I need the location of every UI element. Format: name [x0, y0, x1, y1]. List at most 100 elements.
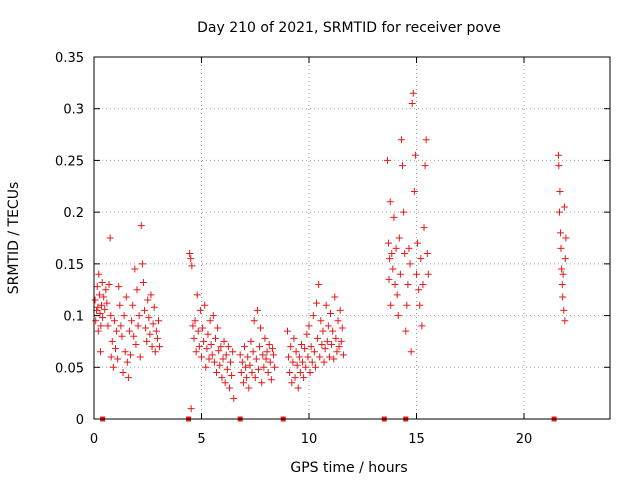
data-point: [389, 265, 397, 273]
data-point: [558, 281, 566, 289]
data-point: [320, 358, 328, 366]
data-point: [385, 275, 393, 283]
data-point: [248, 368, 256, 376]
data-point: [246, 361, 254, 369]
data-point: [560, 306, 568, 314]
data-point: [390, 213, 398, 221]
data-point: [419, 281, 427, 289]
data-point: [415, 286, 423, 294]
data-point: [394, 312, 402, 320]
data-point: [92, 317, 100, 325]
data-point: [332, 334, 340, 342]
data-point: [403, 301, 411, 309]
x-tick-label: 20: [516, 432, 533, 447]
x-tick-label: 0: [90, 432, 98, 447]
data-point: [214, 324, 222, 332]
data-point: [388, 250, 396, 258]
data-point: [107, 312, 115, 320]
data-point: [294, 384, 302, 392]
data-point: [262, 355, 270, 363]
axis-ticks: 0 5 10 15 20 0 0.05 0.1 0.15 0.2 0.25 0.3 0.35: [55, 51, 610, 447]
data-point: [188, 262, 196, 270]
y-tick-label: 0.1: [63, 310, 84, 325]
data-point: [114, 355, 122, 363]
data-point: [110, 317, 118, 325]
data-point: [112, 345, 119, 353]
data-point: [143, 337, 151, 345]
data-point: [113, 327, 121, 335]
data-point: [321, 345, 329, 353]
data-point: [424, 270, 432, 278]
data-point: [383, 156, 391, 164]
data-point: [93, 283, 101, 291]
data-point: [217, 343, 225, 351]
data-point: [150, 303, 158, 311]
data-point: [125, 327, 133, 335]
data-point: [192, 348, 200, 356]
data-point: [94, 303, 102, 311]
data-point: [285, 353, 293, 361]
data-point: [207, 341, 215, 349]
data-point: [554, 151, 562, 159]
data-point: [187, 405, 195, 413]
x-tick-label: 15: [408, 432, 425, 447]
data-point: [251, 374, 259, 382]
data-point: [555, 208, 563, 216]
data-point: [220, 337, 228, 345]
data-point: [416, 301, 424, 309]
data-point: [95, 270, 103, 278]
data-point: [249, 348, 257, 356]
data-point: [91, 296, 99, 304]
data-point: [309, 312, 317, 320]
data-point: [149, 320, 157, 328]
data-point: [401, 250, 409, 258]
data-point: [300, 374, 308, 382]
data-point: [268, 345, 276, 353]
data-point: [406, 260, 414, 268]
data-point: [193, 291, 201, 299]
data-point: [98, 301, 106, 309]
data-point: [209, 312, 217, 320]
data-point: [238, 358, 246, 366]
data-point: [263, 348, 271, 356]
data-point: [307, 343, 315, 351]
data-point: [205, 355, 213, 363]
data-point: [559, 270, 567, 278]
data-point: [414, 239, 422, 247]
data-point: [103, 299, 111, 307]
data-point: [98, 278, 106, 286]
data-point: [562, 234, 570, 242]
data-point: [253, 306, 261, 314]
data-point: [387, 301, 395, 309]
data-point: [261, 334, 269, 342]
data-point: [250, 317, 258, 325]
data-point: [99, 314, 107, 322]
data-point: [289, 358, 297, 366]
data-point: [557, 244, 565, 252]
data-point: [131, 265, 139, 273]
data-point: [236, 351, 244, 359]
data-point: [138, 260, 146, 268]
data-point: [239, 379, 247, 387]
data-point: [339, 351, 347, 359]
data-point: [215, 347, 223, 355]
data-point: [336, 306, 344, 314]
data-point: [122, 293, 130, 301]
data-point: [257, 324, 265, 332]
data-point: [191, 317, 199, 325]
data-point: [203, 345, 211, 353]
data-point: [561, 317, 569, 325]
y-tick-label: 0.25: [55, 154, 84, 169]
data-point: [155, 317, 162, 325]
data-point: [385, 239, 393, 247]
data-point: [134, 322, 142, 330]
data-point: [318, 341, 326, 349]
data-point: [206, 317, 214, 325]
data-point: [299, 358, 307, 366]
data-point: [129, 301, 137, 309]
data-point: [219, 355, 227, 363]
data-point: [216, 361, 224, 369]
data-point: [95, 291, 103, 299]
y-tick-label: 0.05: [55, 361, 84, 376]
data-point: [319, 327, 327, 335]
